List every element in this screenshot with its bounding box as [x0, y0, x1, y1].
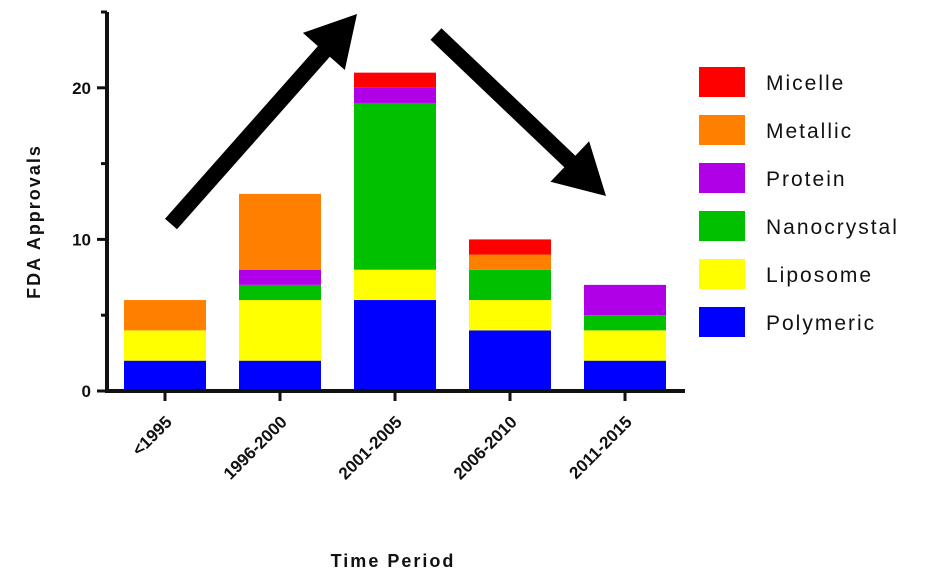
- bar-micelle-2006-2010: [469, 239, 551, 255]
- arrow-down-icon: [430, 28, 606, 197]
- legend-swatch-nanocrystal: [699, 211, 745, 241]
- bar-polymeric-2006-2010: [469, 330, 551, 391]
- legend: Micelle Metallic Protein Nanocrystal Liposom…: [699, 67, 899, 337]
- bar-polymeric-1996-2000: [239, 360, 321, 391]
- y-tick-label: 0: [82, 382, 91, 401]
- legend-swatch-micelle: [699, 67, 745, 97]
- y-tick-label: 20: [72, 79, 91, 98]
- legend-swatch-metallic: [699, 115, 745, 145]
- legend-label-nanocrystal: Nanocrystal: [766, 216, 899, 239]
- legend-swatch-polymeric: [699, 307, 745, 337]
- x-tick-label: 2001-2005: [335, 412, 406, 483]
- bars-layer: [124, 72, 666, 391]
- legend-swatch-protein: [699, 163, 745, 193]
- bar-protein-2011-2015: [584, 284, 666, 316]
- bar-nanocrystal-2001-2005: [354, 102, 436, 270]
- legend-label-protein: Protein: [766, 168, 847, 191]
- legend-label-polymeric: Polymeric: [766, 312, 876, 335]
- bar-micelle-2001-2005: [354, 72, 436, 88]
- trend-arrows: [165, 14, 606, 230]
- bar-nanocrystal-2006-2010: [469, 269, 551, 301]
- bar-liposome-1995: [124, 330, 206, 361]
- bar-metallic-1995: [124, 300, 206, 331]
- bar-nanocrystal-2011-2015: [584, 315, 666, 331]
- bar-metallic-2006-2010: [469, 254, 551, 270]
- bar-liposome-2011-2015: [584, 330, 666, 361]
- bar-liposome-2001-2005: [354, 269, 436, 301]
- bar-nanocrystal-1996-2000: [239, 284, 321, 301]
- x-axis-title: Time Period: [331, 551, 456, 571]
- legend-label-micelle: Micelle: [766, 72, 845, 95]
- bar-polymeric-2011-2015: [584, 360, 666, 391]
- x-tick-label: 1996-2000: [220, 412, 291, 483]
- bar-polymeric-1995: [124, 360, 206, 391]
- bar-liposome-1996-2000: [239, 300, 321, 361]
- arrow-up-icon: [165, 14, 357, 230]
- legend-label-liposome: Liposome: [766, 264, 873, 287]
- x-tick-label: 2006-2010: [450, 412, 521, 483]
- bar-metallic-1996-2000: [239, 193, 321, 270]
- legend-label-metallic: Metallic: [766, 120, 853, 143]
- bar-protein-2001-2005: [354, 87, 436, 103]
- x-tick-label: 2011-2015: [566, 412, 636, 482]
- x-tick-label: <1995: [129, 412, 176, 459]
- legend-swatch-liposome: [699, 259, 745, 289]
- bar-protein-1996-2000: [239, 269, 321, 285]
- bar-liposome-2006-2010: [469, 300, 551, 331]
- y-tick-label: 10: [72, 230, 91, 249]
- y-axis-title: FDA Approvals: [24, 144, 44, 299]
- bar-polymeric-2001-2005: [354, 300, 436, 391]
